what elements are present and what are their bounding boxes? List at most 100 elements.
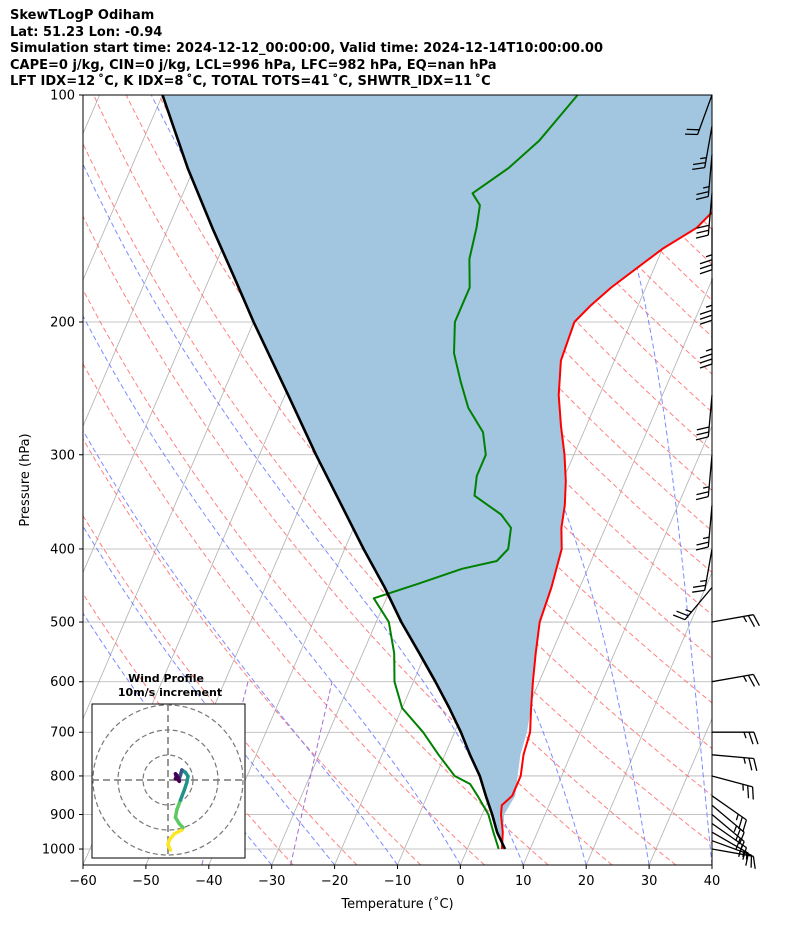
profile-lines: [161, 95, 712, 850]
barb-half-flag: [702, 536, 710, 540]
barb-staff: [707, 193, 713, 236]
x-tick-label: 30: [641, 874, 658, 889]
barb-flag: [699, 319, 713, 325]
barb-half-flag: [700, 579, 707, 583]
barb-half-flag: [702, 486, 710, 489]
wind-barb: [695, 505, 713, 551]
barb-flag: [752, 674, 760, 686]
wind-barb: [711, 795, 748, 833]
moist-adiabat: [758, 95, 775, 865]
barb-flag: [742, 819, 748, 833]
isotherm-line: [83, 95, 226, 428]
barb-half-flag: [742, 850, 745, 858]
barb-half-flag: [705, 348, 713, 352]
isotherm-line: [585, 571, 712, 865]
chart-title: SkewTLogP Odiham: [10, 8, 155, 23]
y-tick-label: 100: [50, 89, 75, 104]
isotherm-line: [522, 425, 712, 865]
hodograph-title: Wind Profile: [128, 672, 204, 685]
wind-barb: [692, 126, 713, 171]
barb-flag: [693, 584, 706, 588]
barb-half-flag: [743, 757, 746, 764]
barb-flag: [748, 731, 754, 745]
barb-flag: [696, 224, 710, 229]
barb-flag: [699, 353, 713, 359]
barb-half-flag: [743, 731, 747, 739]
barb-flag: [738, 832, 745, 845]
barb-flag: [693, 161, 706, 166]
y-tick-label: 700: [50, 726, 75, 741]
x-tick-label: 0: [456, 874, 464, 889]
cape-area: [162, 95, 712, 849]
moist-adiabat: [83, 525, 335, 865]
barb-staff: [711, 775, 753, 788]
barb-flag: [738, 816, 743, 830]
barb-flag: [748, 757, 753, 771]
barb-flag: [696, 491, 709, 496]
hodograph-segment: [175, 798, 183, 812]
wind-barb: [695, 395, 713, 441]
y-tick-label: 500: [50, 616, 75, 631]
hodograph-plot: [92, 704, 245, 858]
y-tick-label: 900: [50, 808, 75, 823]
wind-barb: [672, 587, 713, 621]
barb-flag: [696, 541, 709, 546]
dry-adiabat: [83, 142, 677, 865]
barb-flag: [696, 229, 709, 234]
parcel-line: [161, 95, 507, 850]
barb-half-flag: [733, 825, 738, 833]
barb-flag: [696, 190, 709, 196]
dry-adiabat: [83, 288, 549, 865]
dry-adiabat: [581, 95, 712, 230]
barb-flag: [696, 426, 710, 431]
isotherm-line: [83, 95, 163, 281]
wind-barb: [684, 94, 713, 136]
dry-adiabat: [353, 95, 712, 492]
isotherm-line: [711, 863, 712, 865]
barb-staff: [711, 754, 754, 760]
barb-staff: [704, 548, 713, 591]
wind-barb: [711, 614, 760, 628]
barb-flag: [747, 615, 756, 628]
barb-staff: [704, 126, 713, 168]
barb-flag: [676, 610, 689, 617]
y-tick-label: 200: [50, 315, 75, 330]
barb-staff: [707, 395, 713, 437]
y-tick-label: 600: [50, 675, 75, 690]
barb-flag: [735, 838, 741, 851]
barb-flag: [753, 731, 759, 745]
barb-flag: [696, 431, 709, 436]
barb-half-flag: [700, 157, 707, 160]
x-tick-label: −40: [195, 874, 222, 889]
barb-half-flag: [705, 254, 713, 258]
moist-adiabat: [313, 95, 650, 865]
wind-barb: [711, 673, 760, 687]
barb-flag: [699, 358, 713, 364]
barb-staff: [711, 822, 747, 849]
x-tick-label: −10: [384, 874, 411, 889]
barb-flag: [695, 436, 709, 441]
chart-header: SkewTLogP Odiham Lat: 51.23 Lon: -0.94 S…: [10, 8, 603, 91]
barb-flag: [751, 786, 754, 800]
barb-flag: [672, 614, 686, 621]
x-tick-label: −50: [132, 874, 159, 889]
x-tick-label: 20: [578, 874, 595, 889]
wind-barbs: [672, 94, 760, 869]
barb-staff: [696, 94, 713, 135]
barb-half-flag: [735, 814, 739, 821]
wind-barb: [695, 193, 713, 239]
wind-barb: [695, 154, 713, 201]
y-tick-label: 400: [50, 542, 75, 557]
cape-line: CAPE=0 j/kg, CIN=0 j/kg, LCL=996 hPa, LF…: [10, 57, 497, 73]
wind-barb: [711, 848, 756, 869]
moist-adiabat: [83, 314, 461, 865]
barb-flag: [692, 589, 705, 593]
hodograph-segment: [173, 773, 179, 781]
barb-flag: [753, 758, 758, 771]
barb-flag: [699, 269, 713, 275]
wind-barb: [712, 731, 759, 745]
barb-staff: [711, 673, 754, 683]
barb-flag: [695, 546, 709, 551]
barb-staff: [711, 795, 747, 821]
